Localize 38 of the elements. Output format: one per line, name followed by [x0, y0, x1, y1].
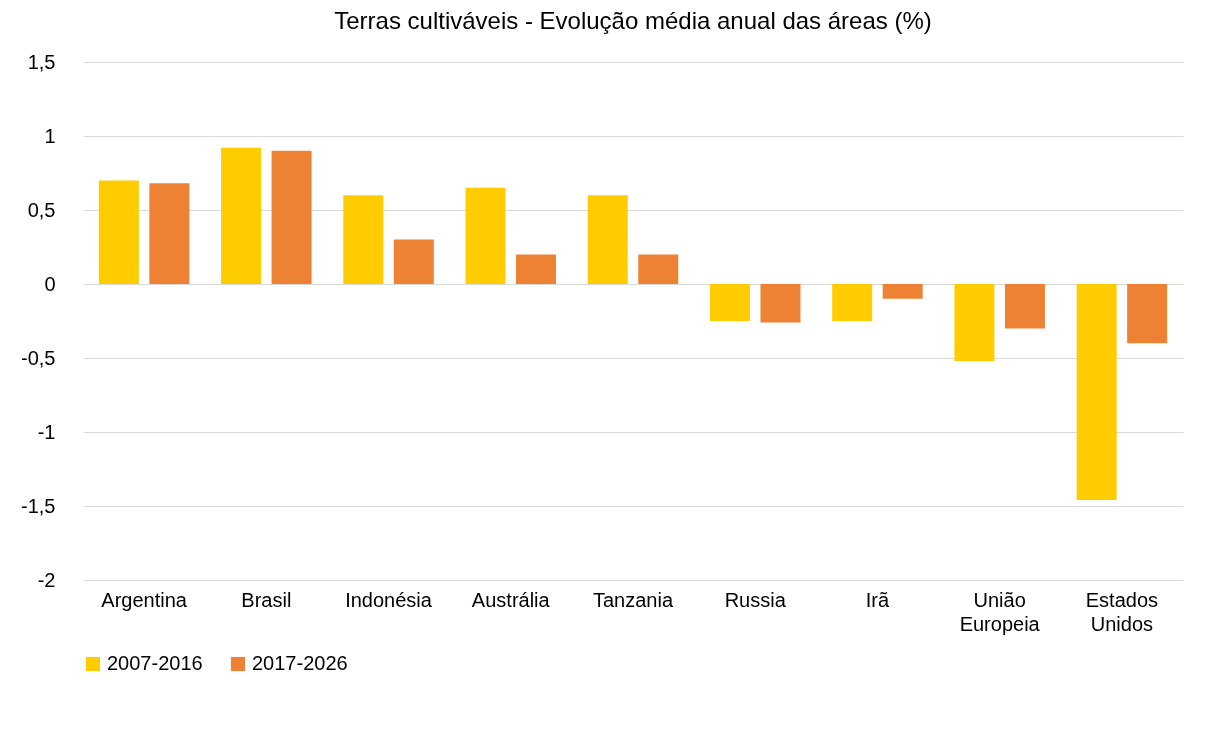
bar [760, 284, 801, 323]
x-tick-label: Brasil [241, 588, 292, 611]
bar [149, 183, 190, 284]
bar [221, 147, 262, 284]
bar [465, 187, 506, 284]
bar [1076, 284, 1117, 501]
y-tick-label: 1 [44, 124, 56, 147]
y-tick-label: -2 [37, 568, 56, 591]
x-tick-label: Estados Unidos [1085, 588, 1159, 635]
x-tick-label: Russia [724, 588, 787, 611]
bar [1127, 284, 1168, 344]
y-tick-label: 0,5 [27, 198, 56, 221]
bar [343, 195, 384, 284]
bar [98, 180, 139, 284]
bar [516, 254, 557, 284]
bar [271, 150, 312, 284]
x-tick-label: Indonésia [345, 588, 433, 611]
bar [832, 284, 873, 321]
bar [587, 195, 628, 284]
bar [954, 284, 995, 361]
x-tick-label: Irã [865, 588, 890, 611]
x-tick-label: Tanzania [592, 588, 674, 611]
bar [709, 284, 750, 321]
bar [638, 254, 679, 284]
y-tick-label: 0 [44, 272, 56, 295]
chart-title: Terras cultiváveis - Evolução média anual das áreas (%) [334, 7, 932, 34]
x-tick-label: Austrália [471, 588, 551, 611]
y-tick-label: -1 [37, 420, 56, 443]
y-tick-label: -0,5 [21, 346, 56, 369]
x-tick-label: Argentina [101, 588, 188, 611]
y-tick-label: -1,5 [21, 494, 56, 517]
bar [393, 239, 434, 284]
bar [1004, 284, 1045, 329]
legend-label: 2007-2016 [107, 652, 203, 674]
y-tick-label: 1,5 [27, 50, 56, 73]
bar [882, 284, 923, 299]
x-tick-label: União Europeia [959, 588, 1041, 635]
legend-label: 2017-2026 [252, 652, 348, 674]
